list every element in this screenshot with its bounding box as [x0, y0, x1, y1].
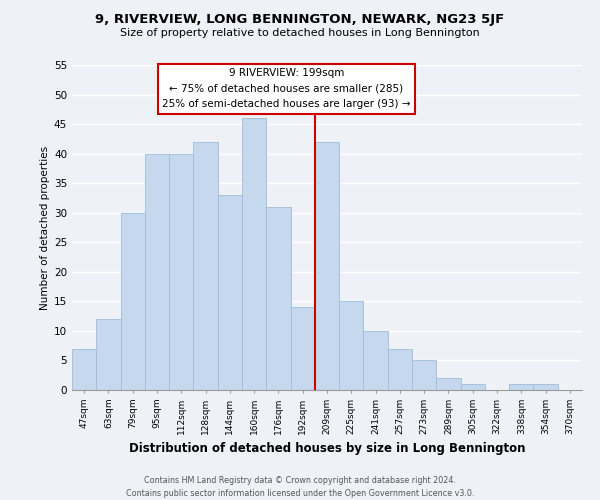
Bar — [339, 302, 364, 390]
Bar — [72, 348, 96, 390]
Bar — [388, 348, 412, 390]
Bar — [96, 319, 121, 390]
Bar — [266, 207, 290, 390]
Bar — [436, 378, 461, 390]
Bar — [509, 384, 533, 390]
Bar — [218, 195, 242, 390]
Bar — [145, 154, 169, 390]
Bar — [364, 331, 388, 390]
Text: Size of property relative to detached houses in Long Bennington: Size of property relative to detached ho… — [120, 28, 480, 38]
Bar — [412, 360, 436, 390]
Bar — [533, 384, 558, 390]
Bar — [461, 384, 485, 390]
Bar — [121, 212, 145, 390]
Bar — [193, 142, 218, 390]
Text: Contains HM Land Registry data © Crown copyright and database right 2024.
Contai: Contains HM Land Registry data © Crown c… — [126, 476, 474, 498]
Bar — [315, 142, 339, 390]
Bar — [242, 118, 266, 390]
Bar — [290, 308, 315, 390]
Text: 9 RIVERVIEW: 199sqm
← 75% of detached houses are smaller (285)
25% of semi-detac: 9 RIVERVIEW: 199sqm ← 75% of detached ho… — [162, 68, 410, 110]
X-axis label: Distribution of detached houses by size in Long Bennington: Distribution of detached houses by size … — [129, 442, 525, 456]
Text: 9, RIVERVIEW, LONG BENNINGTON, NEWARK, NG23 5JF: 9, RIVERVIEW, LONG BENNINGTON, NEWARK, N… — [95, 12, 505, 26]
Bar — [169, 154, 193, 390]
Y-axis label: Number of detached properties: Number of detached properties — [40, 146, 50, 310]
